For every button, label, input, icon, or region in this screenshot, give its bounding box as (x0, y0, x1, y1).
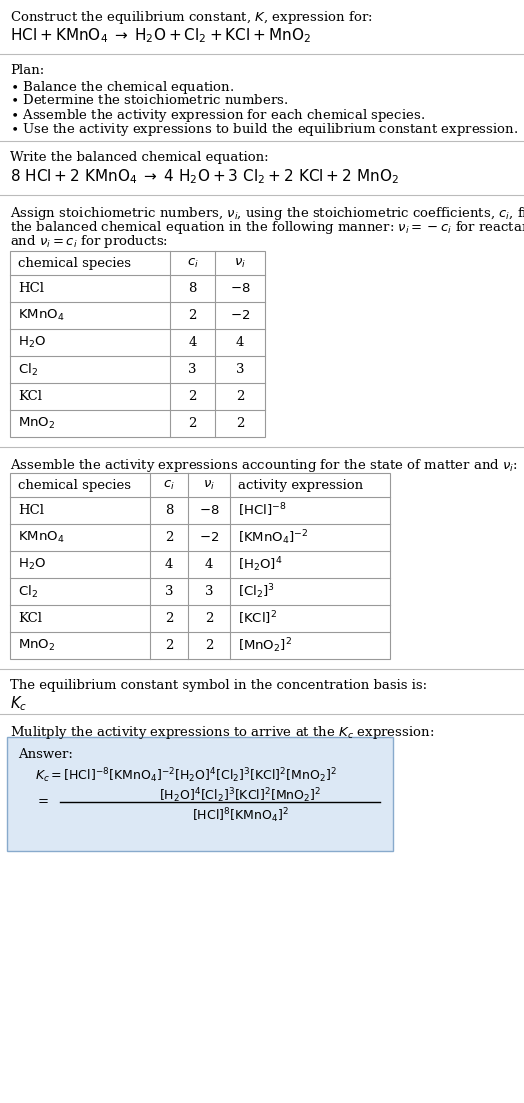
Text: $\mathrm{KMnO_4}$: $\mathrm{KMnO_4}$ (18, 529, 64, 545)
Text: $\mathrm{MnO_2}$: $\mathrm{MnO_2}$ (18, 638, 56, 653)
Text: $[\mathrm{HCl}]^{-8}$: $[\mathrm{HCl}]^{-8}$ (238, 502, 287, 520)
Text: HCl: HCl (18, 282, 44, 295)
Text: KCl: KCl (18, 390, 42, 403)
Text: $[\mathrm{H_2O}]^{4}$: $[\mathrm{H_2O}]^{4}$ (238, 555, 282, 574)
Text: 2: 2 (205, 639, 213, 652)
Text: $[\mathrm{Cl_2}]^{3}$: $[\mathrm{Cl_2}]^{3}$ (238, 582, 275, 601)
Text: 8: 8 (188, 282, 196, 295)
Text: chemical species: chemical species (18, 479, 131, 492)
Text: KCl: KCl (18, 612, 42, 625)
Text: and $\nu_i = c_i$ for products:: and $\nu_i = c_i$ for products: (10, 233, 168, 250)
Text: $-2$: $-2$ (199, 531, 219, 544)
Text: 2: 2 (188, 309, 196, 322)
Text: $\nu_i$: $\nu_i$ (203, 479, 215, 492)
Text: $c_i$: $c_i$ (187, 257, 199, 269)
Text: Write the balanced chemical equation:: Write the balanced chemical equation: (10, 151, 269, 164)
Text: $K_c$: $K_c$ (10, 694, 27, 713)
Text: Plan:: Plan: (10, 64, 44, 77)
Text: $\mathrm{KMnO_4}$: $\mathrm{KMnO_4}$ (18, 308, 64, 323)
Text: $\mathrm{HCl + KMnO_4 \;\rightarrow\; H_2O + Cl_2 + KCl + MnO_2}$: $\mathrm{HCl + KMnO_4 \;\rightarrow\; H_… (10, 26, 311, 45)
Text: $[\mathrm{KMnO_4}]^{-2}$: $[\mathrm{KMnO_4}]^{-2}$ (238, 528, 309, 547)
Bar (10, 251, 265, 437)
Text: 2: 2 (165, 612, 173, 625)
Text: 4: 4 (236, 336, 244, 349)
Text: Assign stoichiometric numbers, $\nu_i$, using the stoichiometric coefficients, $: Assign stoichiometric numbers, $\nu_i$, … (10, 205, 524, 222)
FancyBboxPatch shape (7, 737, 393, 852)
Text: 2: 2 (165, 531, 173, 544)
Text: Answer:: Answer: (18, 748, 73, 761)
Text: Assemble the activity expressions accounting for the state of matter and $\nu_i$: Assemble the activity expressions accoun… (10, 457, 518, 474)
Text: $c_i$: $c_i$ (163, 479, 175, 492)
Text: activity expression: activity expression (238, 479, 363, 492)
Text: $[\mathrm{MnO_2}]^{2}$: $[\mathrm{MnO_2}]^{2}$ (238, 636, 292, 655)
Text: $-8$: $-8$ (199, 504, 220, 517)
Text: $\bullet$ Balance the chemical equation.: $\bullet$ Balance the chemical equation. (10, 79, 234, 96)
Text: $\mathrm{Cl_2}$: $\mathrm{Cl_2}$ (18, 362, 38, 377)
Text: $K_c = [\mathrm{HCl}]^{-8} [\mathrm{KMnO_4}]^{-2} [\mathrm{H_2O}]^{4} [\mathrm{C: $K_c = [\mathrm{HCl}]^{-8} [\mathrm{KMnO… (35, 765, 337, 784)
Text: 4: 4 (205, 558, 213, 571)
Text: $\mathrm{MnO_2}$: $\mathrm{MnO_2}$ (18, 416, 56, 431)
Text: 2: 2 (188, 390, 196, 403)
Text: $[\mathrm{H_2O}]^{4} [\mathrm{Cl_2}]^{3} [\mathrm{KCl}]^{2} [\mathrm{MnO_2}]^{2}: $[\mathrm{H_2O}]^{4} [\mathrm{Cl_2}]^{3}… (159, 786, 321, 805)
Text: $-8$: $-8$ (230, 282, 250, 295)
Text: 2: 2 (236, 390, 244, 403)
Text: $\bullet$ Determine the stoichiometric numbers.: $\bullet$ Determine the stoichiometric n… (10, 93, 288, 107)
Text: chemical species: chemical species (18, 257, 131, 269)
Text: 2: 2 (205, 612, 213, 625)
Text: $\mathrm{H_2O}$: $\mathrm{H_2O}$ (18, 335, 46, 350)
Text: $[\mathrm{HCl}]^{8} [\mathrm{KMnO_4}]^{2}$: $[\mathrm{HCl}]^{8} [\mathrm{KMnO_4}]^{2… (192, 806, 288, 825)
Text: $\nu_i$: $\nu_i$ (234, 257, 246, 269)
Text: Construct the equilibrium constant, $\mathit{K}$, expression for:: Construct the equilibrium constant, $\ma… (10, 9, 373, 26)
Bar (10, 473, 390, 658)
Text: 8: 8 (165, 504, 173, 517)
Text: 3: 3 (236, 363, 244, 376)
Text: 2: 2 (236, 417, 244, 430)
Text: $\mathrm{8\ HCl + 2\ KMnO_4 \;\rightarrow\; 4\ H_2O + 3\ Cl_2 + 2\ KCl + 2\ MnO_: $\mathrm{8\ HCl + 2\ KMnO_4 \;\rightarro… (10, 167, 399, 185)
Text: 2: 2 (165, 639, 173, 652)
Text: $\bullet$ Use the activity expressions to build the equilibrium constant express: $\bullet$ Use the activity expressions t… (10, 121, 518, 138)
Text: $\bullet$ Assemble the activity expression for each chemical species.: $\bullet$ Assemble the activity expressi… (10, 107, 425, 124)
Text: $\mathrm{H_2O}$: $\mathrm{H_2O}$ (18, 557, 46, 572)
Text: $[\mathrm{KCl}]^{2}$: $[\mathrm{KCl}]^{2}$ (238, 610, 277, 628)
Text: 2: 2 (188, 417, 196, 430)
Text: Mulitply the activity expressions to arrive at the $K_c$ expression:: Mulitply the activity expressions to arr… (10, 724, 434, 741)
Text: 3: 3 (205, 585, 213, 598)
Text: $\mathrm{Cl_2}$: $\mathrm{Cl_2}$ (18, 583, 38, 600)
Text: 3: 3 (165, 585, 173, 598)
Text: The equilibrium constant symbol in the concentration basis is:: The equilibrium constant symbol in the c… (10, 679, 427, 692)
Text: $-2$: $-2$ (230, 309, 250, 322)
Text: the balanced chemical equation in the following manner: $\nu_i = -c_i$ for react: the balanced chemical equation in the fo… (10, 219, 524, 236)
Text: 3: 3 (188, 363, 196, 376)
Text: 4: 4 (165, 558, 173, 571)
Text: HCl: HCl (18, 504, 44, 517)
Text: $=$: $=$ (35, 793, 49, 806)
Text: 4: 4 (188, 336, 196, 349)
